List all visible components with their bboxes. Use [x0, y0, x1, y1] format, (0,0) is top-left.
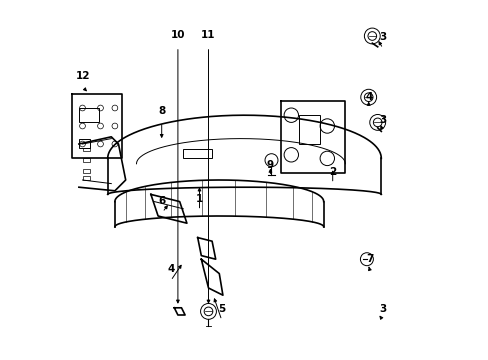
Bar — [82, 169, 89, 173]
Text: 6: 6 — [159, 196, 166, 206]
Text: 4: 4 — [364, 91, 372, 102]
Bar — [82, 176, 89, 180]
Text: 11: 11 — [201, 30, 215, 40]
Text: 5: 5 — [218, 304, 225, 314]
Text: 9: 9 — [266, 160, 273, 170]
Text: 7: 7 — [366, 253, 373, 264]
Text: 3: 3 — [379, 304, 386, 314]
Text: 2: 2 — [328, 167, 336, 177]
Text: 12: 12 — [76, 71, 90, 81]
Text: 10: 10 — [170, 30, 185, 40]
Bar — [298, 115, 320, 144]
Text: 4: 4 — [167, 264, 174, 274]
Bar — [79, 108, 99, 122]
Bar — [183, 149, 212, 158]
Text: 3: 3 — [379, 115, 386, 125]
Bar — [82, 158, 89, 162]
Text: 1: 1 — [196, 194, 203, 204]
Text: 3: 3 — [379, 32, 386, 42]
Text: 8: 8 — [158, 106, 165, 116]
Bar — [79, 139, 89, 148]
Bar — [82, 148, 89, 151]
